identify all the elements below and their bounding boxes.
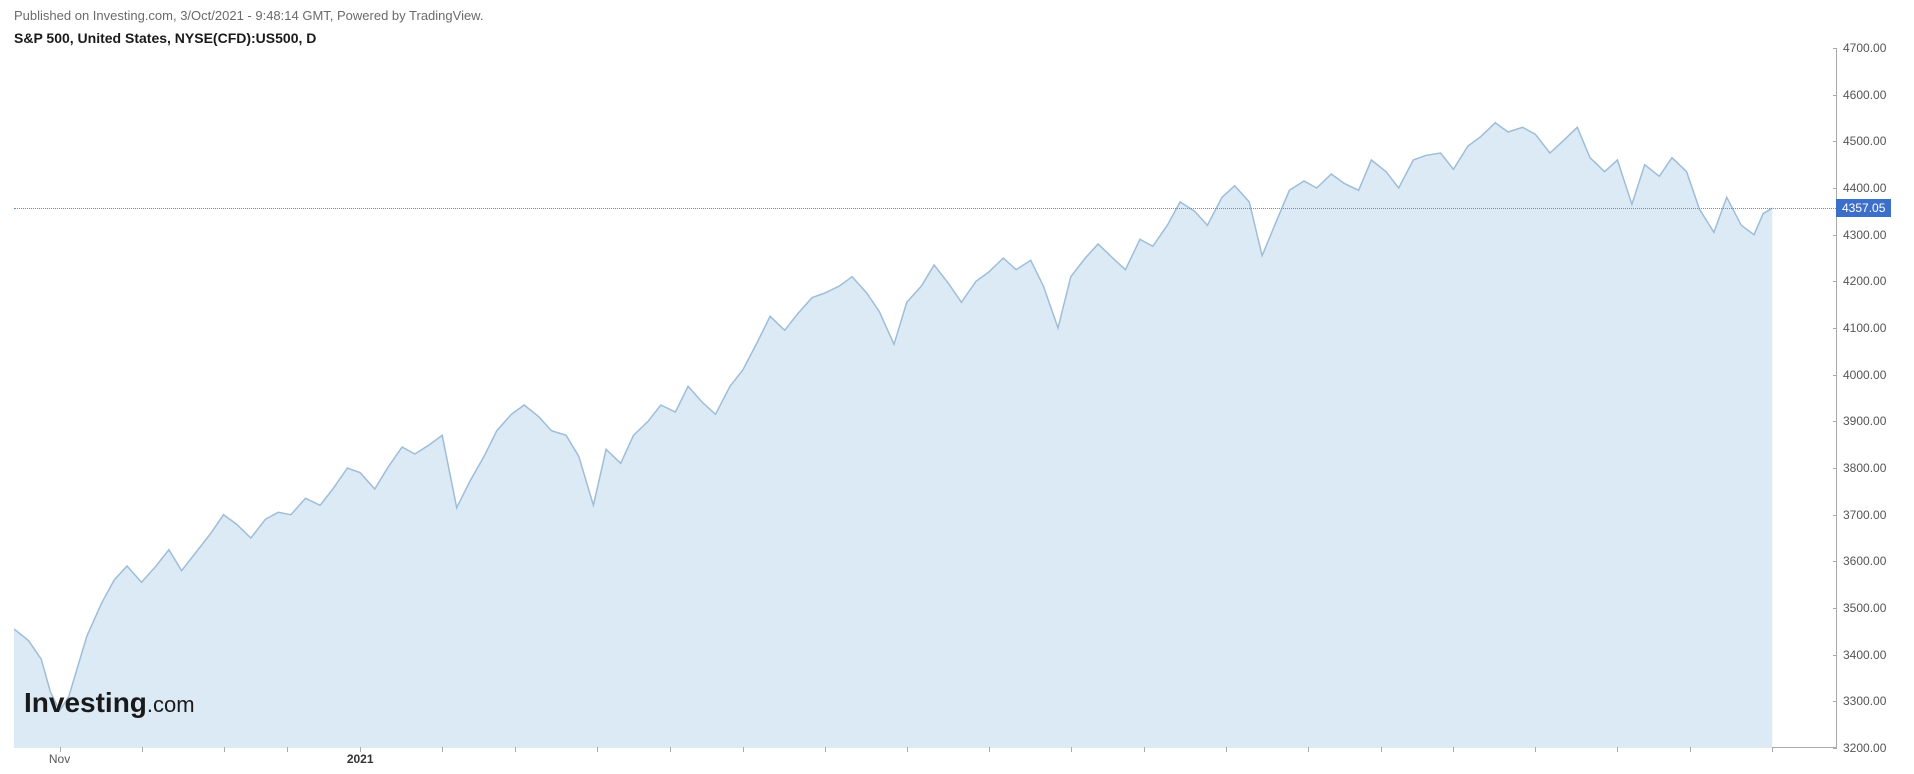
y-tick-label: 4500.00	[1837, 134, 1886, 148]
x-tick-mark	[1453, 747, 1454, 752]
y-tick-label: 4700.00	[1837, 41, 1886, 55]
x-tick-mark	[224, 747, 225, 752]
chart-container: Investing.com 3200.00 3300.00 3400.00 3500.…	[14, 48, 1900, 768]
y-tick-label: 4100.00	[1837, 321, 1886, 335]
x-tick-mark	[515, 747, 516, 752]
y-axis: 3200.003300.003400.003500.003600.003700.…	[1836, 48, 1900, 748]
x-tick-mark	[1381, 747, 1382, 752]
x-tick-mark	[1772, 747, 1773, 752]
x-tick-mark	[597, 747, 598, 752]
plot-area[interactable]: Investing.com	[14, 48, 1836, 748]
x-tick-label: Nov	[49, 752, 70, 766]
logo-suffix: .com	[147, 692, 195, 717]
x-tick-mark	[1617, 747, 1618, 752]
x-tick-mark	[142, 747, 143, 752]
x-tick-mark	[287, 747, 288, 752]
x-tick-mark	[670, 747, 671, 752]
x-tick-mark	[1071, 747, 1072, 752]
y-tick-label: 3700.00	[1837, 508, 1886, 522]
y-tick-label: 3200.00	[1837, 741, 1886, 755]
y-tick-label: 3300.00	[1837, 694, 1886, 708]
y-tick-label: 3900.00	[1837, 414, 1886, 428]
x-tick-mark	[1690, 747, 1691, 752]
y-tick-label: 3800.00	[1837, 461, 1886, 475]
x-tick-mark	[442, 747, 443, 752]
price-chart-svg	[14, 48, 1836, 748]
current-price-badge: 4357.05	[1836, 199, 1891, 217]
y-tick-label: 3500.00	[1837, 601, 1886, 615]
investing-logo: Investing.com	[24, 687, 195, 719]
y-tick-label: 4300.00	[1837, 228, 1886, 242]
x-tick-mark	[743, 747, 744, 752]
x-tick-mark	[907, 747, 908, 752]
y-tick-label: 4400.00	[1837, 181, 1886, 195]
chart-title: S&P 500, United States, NYSE(CFD):US500,…	[14, 30, 316, 46]
x-tick-label: 2021	[347, 752, 374, 766]
y-tick-label: 4600.00	[1837, 88, 1886, 102]
logo-main: Investing	[24, 687, 147, 718]
x-tick-mark	[1535, 747, 1536, 752]
y-tick-label: 3600.00	[1837, 554, 1886, 568]
publish-info: Published on Investing.com, 3/Oct/2021 -…	[14, 8, 483, 23]
x-tick-mark	[989, 747, 990, 752]
y-tick-label: 4000.00	[1837, 368, 1886, 382]
x-tick-mark	[825, 747, 826, 752]
x-tick-mark	[1144, 747, 1145, 752]
y-tick-label: 3400.00	[1837, 648, 1886, 662]
x-tick-mark	[1226, 747, 1227, 752]
x-tick-mark	[1308, 747, 1309, 752]
y-tick-label: 4200.00	[1837, 274, 1886, 288]
x-axis: Nov 2021	[14, 748, 1836, 768]
current-price-line	[14, 208, 1836, 209]
